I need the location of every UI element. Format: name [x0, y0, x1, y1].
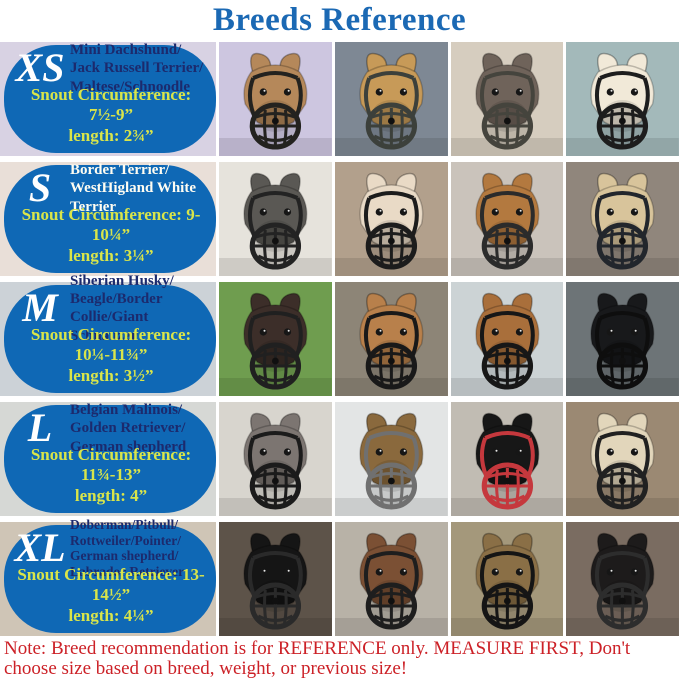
- size-pill-s: S Border Terrier/ WestHigland White Terr…: [4, 162, 216, 273]
- muzzle-length-label: length: 4”: [74, 485, 148, 505]
- dog-in-muzzle-illustration: [450, 282, 564, 396]
- breeds-list: Siberian Husky/ Beagle/Border Collie/Gia…: [70, 272, 174, 344]
- dog-in-muzzle-illustration: [566, 42, 679, 156]
- dog-in-muzzle-illustration: [450, 522, 564, 636]
- note-text: Note: Breed recommendation is for REFERE…: [4, 638, 631, 679]
- breeds-list: Mini Dachshund/ Jack Russell Terrier/ Ma…: [70, 41, 204, 95]
- dog-in-muzzle-illustration: [450, 42, 564, 156]
- dog-in-muzzle-illustration: [334, 402, 448, 516]
- dog-photo: [450, 522, 564, 636]
- snout-circumference-label: Snout Circumference: 11¾-13”: [30, 444, 192, 485]
- photo-strip: [0, 162, 679, 276]
- dog-in-muzzle-illustration: [450, 402, 564, 516]
- page-title: Breeds Reference: [212, 2, 467, 38]
- dog-photo: [334, 402, 448, 516]
- breeds-list: Border Terrier/ WestHigland White Terrie…: [70, 161, 196, 215]
- dog-photo: [334, 282, 448, 396]
- size-pill-xs: XS Mini Dachshund/ Jack Russell Terrier/…: [4, 42, 216, 153]
- muzzle-length-label: length: 3½”: [68, 365, 154, 385]
- dog-photo: [450, 282, 564, 396]
- size-row-xl: XL Doberman/Pitbull/ Rottweiler/Pointer/…: [0, 517, 679, 636]
- photo-strip: [0, 42, 679, 156]
- dog-in-muzzle-illustration: [566, 162, 679, 276]
- dog-photo: [566, 522, 679, 636]
- dog-photo: [219, 402, 332, 516]
- dog-in-muzzle-illustration: [334, 162, 448, 276]
- snout-circumference-label: Snout Circumference: 10¼-11¾”: [30, 324, 192, 365]
- dog-in-muzzle-illustration: [219, 282, 332, 396]
- breeds-list: Doberman/Pitbull/ Rottweiler/Pointer/ Ge…: [70, 516, 185, 580]
- size-row-l: L Belgian Malinois/ Golden Retriever/ Ge…: [0, 402, 679, 516]
- dog-photo: [219, 282, 332, 396]
- size-label: M: [22, 285, 58, 331]
- dog-photo: [334, 42, 448, 156]
- dog-photo: [334, 522, 448, 636]
- size-pill-l: L Belgian Malinois/ Golden Retriever/ Ge…: [4, 402, 216, 513]
- size-row-xs: XS Mini Dachshund/ Jack Russell Terrier/…: [0, 42, 679, 156]
- muzzle-length-label: length: 3¼”: [68, 245, 154, 265]
- dog-photo: [450, 162, 564, 276]
- snout-circumference-label: Snout Circumference: 7½-9”: [30, 84, 192, 125]
- size-pill-m: M Siberian Husky/ Beagle/Border Collie/G…: [4, 273, 216, 393]
- dog-in-muzzle-illustration: [450, 162, 564, 276]
- dog-photo: [566, 402, 679, 516]
- dog-in-muzzle-illustration: [219, 42, 332, 156]
- dog-photo: [334, 162, 448, 276]
- dog-photo: [219, 42, 332, 156]
- dog-in-muzzle-illustration: [566, 282, 679, 396]
- breeds-list: Belgian Malinois/ Golden Retriever/ Germ…: [70, 401, 187, 455]
- size-label: L: [27, 405, 53, 451]
- dog-in-muzzle-illustration: [566, 402, 679, 516]
- dog-in-muzzle-illustration: [219, 522, 332, 636]
- muzzle-length-label: length: 2¾”: [68, 125, 154, 145]
- size-label: S: [28, 165, 52, 211]
- size-label: XS: [15, 45, 65, 91]
- photo-strip: [0, 282, 679, 396]
- dog-in-muzzle-illustration: [334, 42, 448, 156]
- size-row-s: S Border Terrier/ WestHigland White Terr…: [0, 162, 679, 276]
- dog-in-muzzle-illustration: [334, 282, 448, 396]
- dog-photo: [566, 162, 679, 276]
- dog-photo: [219, 522, 332, 636]
- dog-photo: [450, 42, 564, 156]
- size-rows: XS Mini Dachshund/ Jack Russell Terrier/…: [0, 42, 679, 636]
- dog-in-muzzle-illustration: [219, 162, 332, 276]
- dog-in-muzzle-illustration: [334, 522, 448, 636]
- muzzle-length-label: length: 4¼”: [68, 605, 154, 625]
- snout-circumference-label: Snout Circumference: 13-14½”: [17, 564, 205, 605]
- dog-in-muzzle-illustration: [219, 402, 332, 516]
- size-row-m: M Siberian Husky/ Beagle/Border Collie/G…: [0, 273, 679, 396]
- dog-photo: [566, 282, 679, 396]
- snout-circumference-label: Snout Circumference: 9-10¼”: [21, 204, 201, 245]
- dog-photo: [219, 162, 332, 276]
- size-label: XL: [14, 525, 66, 571]
- dog-photo: [566, 42, 679, 156]
- size-pill-xl: XL Doberman/Pitbull/ Rottweiler/Pointer/…: [4, 517, 216, 633]
- dog-in-muzzle-illustration: [566, 522, 679, 636]
- photo-strip: [0, 522, 679, 636]
- dog-photo: [450, 402, 564, 516]
